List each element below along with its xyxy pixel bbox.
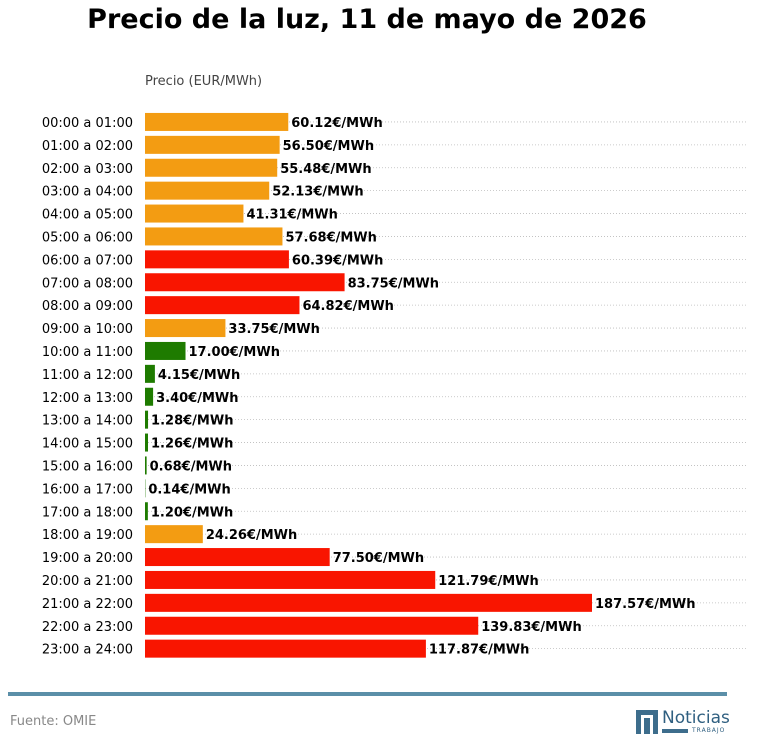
chart-title: Precio de la luz, 11 de mayo de 2026 <box>87 4 647 35</box>
category-label: 20:00 a 21:00 <box>42 574 133 589</box>
data-label: 0.14€/MWh <box>148 482 230 497</box>
data-label: 41.31€/MWh <box>246 208 337 223</box>
category-label: 08:00 a 09:00 <box>42 299 133 314</box>
bar <box>145 341 186 360</box>
data-label: 24.26€/MWh <box>206 528 297 543</box>
bar <box>145 502 148 521</box>
logo-wordmark: Noticias <box>662 708 730 728</box>
bar <box>145 181 270 200</box>
source-note: Fuente: OMIE <box>10 714 97 729</box>
data-label: 60.12€/MWh <box>291 116 382 131</box>
category-label: 06:00 a 07:00 <box>42 253 133 268</box>
category-label: 00:00 a 01:00 <box>42 116 133 131</box>
data-label: 17.00€/MWh <box>189 345 280 360</box>
category-label: 03:00 a 04:00 <box>42 185 133 200</box>
category-label: 17:00 a 18:00 <box>42 505 133 520</box>
data-label: 3.40€/MWh <box>156 391 238 406</box>
bar <box>145 639 426 658</box>
data-label: 4.15€/MWh <box>158 368 240 383</box>
data-label: 1.28€/MWh <box>151 414 233 429</box>
bar <box>145 250 289 269</box>
category-label: 04:00 a 05:00 <box>42 208 133 223</box>
category-label: 01:00 a 02:00 <box>42 139 133 154</box>
data-label: 121.79€/MWh <box>438 574 539 589</box>
category-label: 13:00 a 14:00 <box>42 414 133 429</box>
category-label: 10:00 a 11:00 <box>42 345 133 360</box>
category-label: 02:00 a 03:00 <box>42 162 133 177</box>
bar <box>145 204 244 223</box>
bar <box>145 112 289 131</box>
bar <box>145 616 479 635</box>
category-label: 14:00 a 15:00 <box>42 437 133 452</box>
category-label: 05:00 a 06:00 <box>42 230 133 245</box>
data-label: 77.50€/MWh <box>333 551 424 566</box>
category-label: 22:00 a 23:00 <box>42 620 133 635</box>
bar <box>145 433 149 452</box>
bar <box>145 456 147 475</box>
data-label: 83.75€/MWh <box>348 276 439 291</box>
bar <box>145 593 592 612</box>
bar <box>145 158 278 177</box>
data-label: 139.83€/MWh <box>481 620 582 635</box>
data-label: 117.87€/MWh <box>429 643 530 658</box>
brand-logo: Noticias TRABAJO <box>636 708 731 735</box>
bar-chart: 00:00 a 01:00 60.12€/MWh 01:00 a 02:00 56.5… <box>42 112 748 658</box>
data-label: 52.13€/MWh <box>272 185 363 200</box>
category-label: 21:00 a 22:00 <box>42 597 133 612</box>
bar <box>145 135 280 154</box>
bar <box>145 227 283 246</box>
data-label: 1.26€/MWh <box>151 437 233 452</box>
bar <box>145 570 436 589</box>
data-label: 33.75€/MWh <box>228 322 319 337</box>
category-label: 18:00 a 19:00 <box>42 528 133 543</box>
footer-divider <box>8 692 727 696</box>
logo-underline <box>662 729 688 733</box>
bar <box>145 525 203 544</box>
data-label: 55.48€/MWh <box>280 162 371 177</box>
data-label: 57.68€/MWh <box>285 230 376 245</box>
category-label: 12:00 a 13:00 <box>42 391 133 406</box>
logo-subtext: TRABAJO <box>692 727 726 734</box>
bar <box>145 387 154 406</box>
bar <box>145 273 345 292</box>
data-label: 0.68€/MWh <box>150 459 232 474</box>
axis-label: Precio (EUR/MWh) <box>145 74 263 89</box>
category-label: 07:00 a 08:00 <box>42 276 133 291</box>
category-label: 09:00 a 10:00 <box>42 322 133 337</box>
data-label: 56.50€/MWh <box>283 139 374 154</box>
data-label: 1.20€/MWh <box>151 505 233 520</box>
data-label: 187.57€/MWh <box>595 597 696 612</box>
bar <box>145 548 330 567</box>
data-label: 60.39€/MWh <box>292 253 383 268</box>
category-label: 23:00 a 24:00 <box>42 643 133 658</box>
category-label: 11:00 a 12:00 <box>42 368 133 383</box>
bar <box>145 364 155 383</box>
bar <box>145 410 149 429</box>
data-label: 64.82€/MWh <box>302 299 393 314</box>
category-label: 19:00 a 20:00 <box>42 551 133 566</box>
category-label: 16:00 a 17:00 <box>42 482 133 497</box>
bar <box>145 296 300 315</box>
category-label: 15:00 a 16:00 <box>42 459 133 474</box>
bar <box>145 319 226 338</box>
logo-icon <box>636 710 658 734</box>
